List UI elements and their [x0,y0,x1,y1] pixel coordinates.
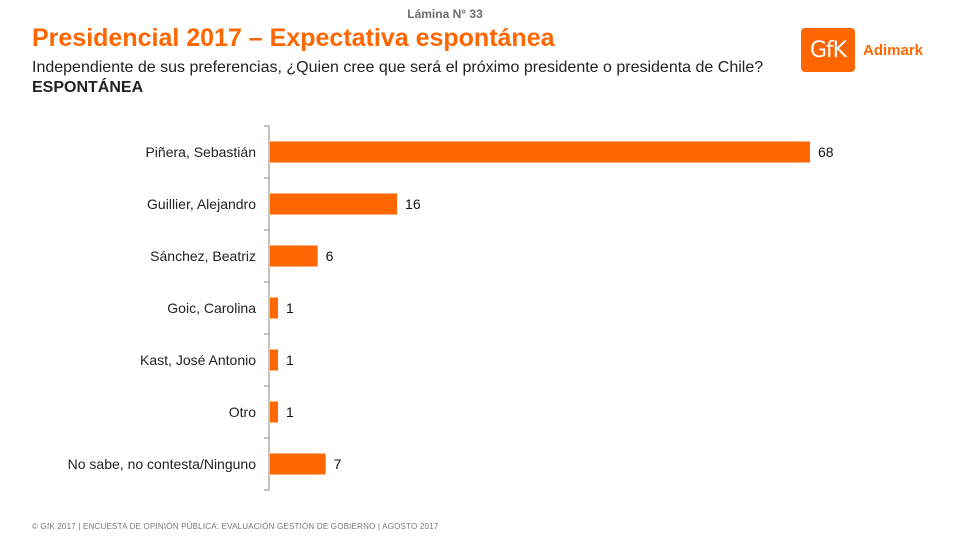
bar [270,349,278,371]
category-label: Otro [229,404,256,420]
slide-number: Lámina N° 33 [407,7,483,21]
gfk-adimark-logo: GfK Adimark [801,28,931,72]
bar [270,193,398,215]
data-label: 1 [286,300,294,316]
footer-note: © GfK 2017 | ENCUESTA DE OPINIÓN PÚBLICA… [32,522,439,531]
chart-question: Independiente de sus preferencias, ¿Quie… [32,58,822,98]
data-label: 1 [286,352,294,368]
bar [270,401,278,423]
page-title: Presidencial 2017 – Expectativa espontán… [32,24,555,52]
category-label: Kast, José Antonio [140,352,256,368]
category-label: Guillier, Alejandro [147,196,256,212]
bar [270,141,810,163]
data-label: 7 [334,456,342,472]
category-label: Goic, Carolina [167,300,256,316]
category-label: Piñera, Sebastián [145,144,256,160]
question-emphasis: ESPONTÁNEA [32,79,144,96]
bar [270,453,326,475]
category-label: Sánchez, Beatriz [150,248,256,264]
data-label: 1 [286,404,294,420]
data-label: 16 [405,196,421,212]
question-text: Independiente de sus preferencias, ¿Quie… [32,59,764,76]
gfk-logo-mark: GfK [801,28,855,72]
adimark-logo-text: Adimark [863,41,924,59]
category-label: No sabe, no contesta/Ninguno [68,456,257,472]
bar [270,245,318,267]
bar [270,297,278,319]
data-label: 6 [326,248,334,264]
data-label: 68 [818,144,834,160]
